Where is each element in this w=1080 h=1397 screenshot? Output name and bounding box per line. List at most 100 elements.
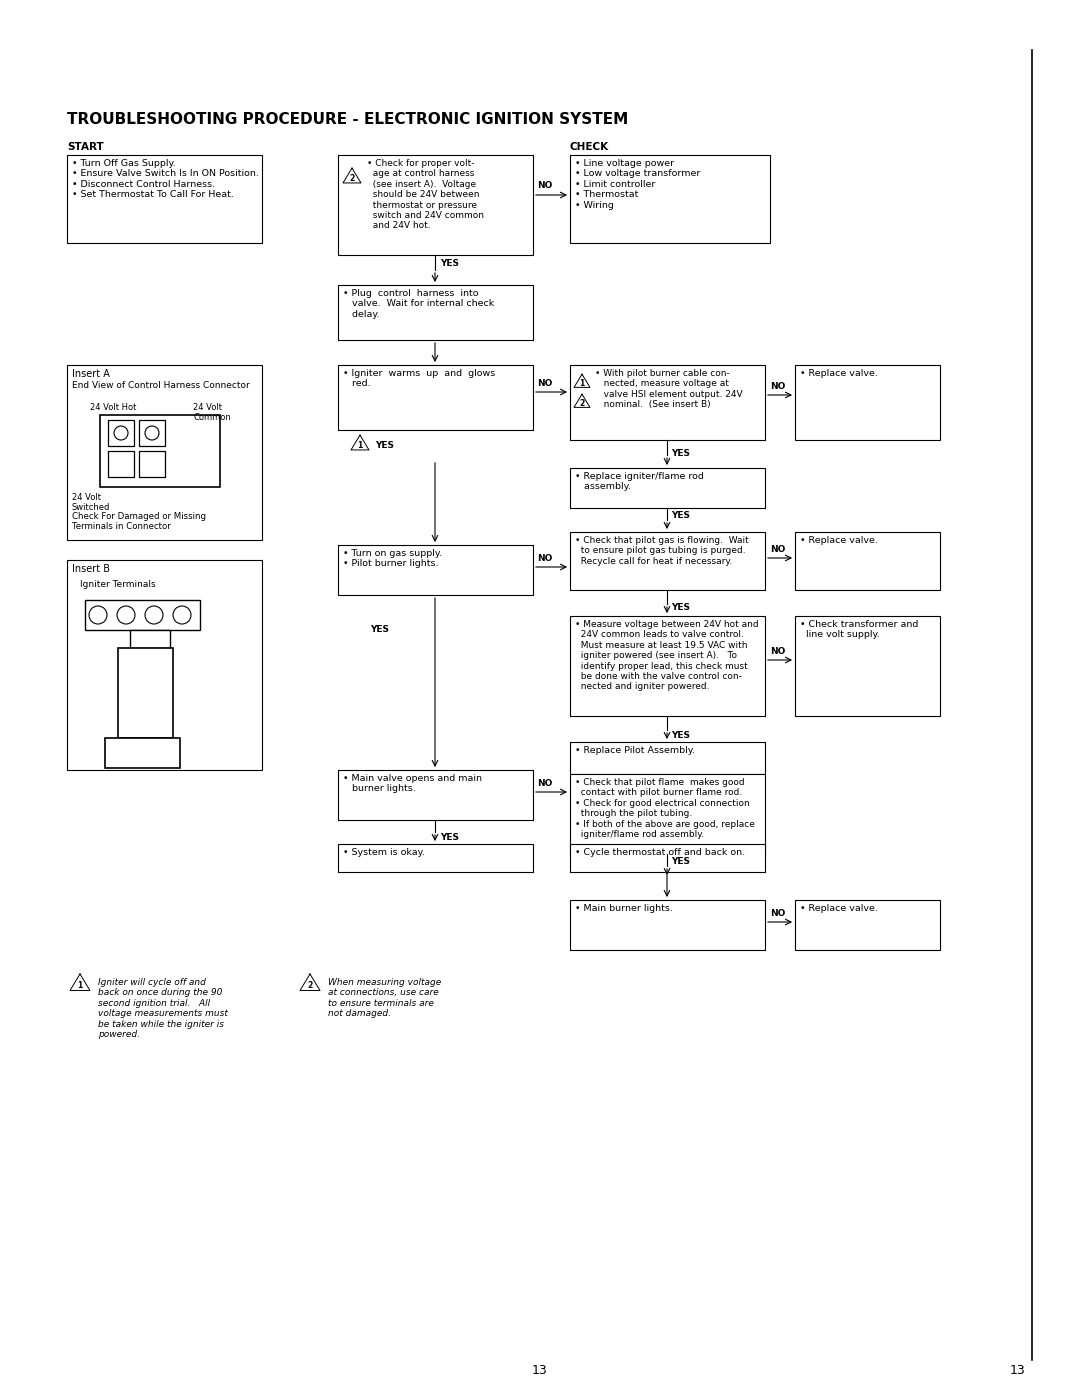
Circle shape — [145, 426, 159, 440]
Text: • Cycle thermostat off and back on.: • Cycle thermostat off and back on. — [575, 848, 745, 856]
Bar — [105, 738, 180, 768]
Bar — [139, 420, 165, 446]
Polygon shape — [70, 974, 90, 990]
Text: • Turn on gas supply.
• Pilot burner lights.: • Turn on gas supply. • Pilot burner lig… — [343, 549, 442, 569]
Text: 2: 2 — [349, 175, 354, 183]
Text: YES: YES — [375, 440, 394, 450]
Bar — [795, 900, 940, 950]
Text: 1: 1 — [78, 981, 83, 990]
Polygon shape — [343, 168, 361, 183]
Text: 24 Volt
Common: 24 Volt Common — [193, 402, 231, 422]
Bar — [338, 365, 534, 430]
Text: YES: YES — [671, 604, 690, 612]
Text: NO: NO — [770, 647, 785, 657]
Text: CHECK: CHECK — [570, 142, 609, 152]
Text: • Check that pilot gas is flowing.  Wait
  to ensure pilot gas tubing is purged.: • Check that pilot gas is flowing. Wait … — [575, 536, 748, 566]
Bar — [570, 900, 765, 950]
Bar — [795, 616, 940, 717]
Text: 13: 13 — [532, 1363, 548, 1376]
Text: Check For Damaged or Missing
Terminals in Connector: Check For Damaged or Missing Terminals i… — [72, 511, 206, 531]
Bar — [570, 774, 765, 854]
Bar — [67, 365, 262, 541]
Text: YES: YES — [671, 732, 690, 740]
Bar — [139, 451, 165, 476]
Text: START: START — [67, 142, 104, 152]
Bar — [570, 365, 765, 440]
Text: NO: NO — [770, 909, 785, 918]
Text: NO: NO — [538, 780, 553, 788]
Text: 1: 1 — [357, 441, 363, 450]
Text: • Turn Off Gas Supply.
• Ensure Valve Switch Is In ON Position.
• Disconnect Con: • Turn Off Gas Supply. • Ensure Valve Sw… — [72, 159, 259, 200]
Text: Insert B: Insert B — [72, 564, 110, 574]
Text: • Replace igniter/flame rod
   assembly.: • Replace igniter/flame rod assembly. — [575, 472, 704, 492]
Bar — [130, 630, 170, 648]
Bar — [108, 420, 134, 446]
Text: NO: NO — [538, 379, 553, 388]
Text: • Igniter  warms  up  and  glows
   red.: • Igniter warms up and glows red. — [343, 369, 496, 388]
Bar — [100, 415, 220, 488]
Text: • Measure voltage between 24V hot and
  24V common leads to valve control.
  Mus: • Measure voltage between 24V hot and 24… — [575, 620, 758, 692]
Bar — [570, 616, 765, 717]
Text: YES: YES — [440, 834, 459, 842]
Polygon shape — [573, 394, 590, 408]
Circle shape — [173, 606, 191, 624]
Text: • System is okay.: • System is okay. — [343, 848, 424, 856]
Text: Igniter will cycle off and
back on once during the 90
second ignition trial.   A: Igniter will cycle off and back on once … — [98, 978, 228, 1039]
Text: • Replace valve.: • Replace valve. — [800, 904, 878, 914]
Text: • Check that pilot flame  makes good
  contact with pilot burner flame rod.
• Ch: • Check that pilot flame makes good cont… — [575, 778, 755, 840]
Text: Insert A: Insert A — [72, 369, 110, 379]
Bar — [338, 770, 534, 820]
Text: • Plug  control  harness  into
   valve.  Wait for internal check
   delay.: • Plug control harness into valve. Wait … — [343, 289, 495, 319]
Circle shape — [114, 426, 129, 440]
Bar — [570, 155, 770, 243]
Text: • Replace Pilot Assembly.: • Replace Pilot Assembly. — [575, 746, 696, 754]
Text: TROUBLESHOOTING PROCEDURE - ELECTRONIC IGNITION SYSTEM: TROUBLESHOOTING PROCEDURE - ELECTRONIC I… — [67, 112, 629, 127]
Text: YES: YES — [671, 448, 690, 457]
Text: • Check transformer and
  line volt supply.: • Check transformer and line volt supply… — [800, 620, 918, 640]
Text: Igniter Terminals: Igniter Terminals — [80, 580, 156, 590]
Text: YES: YES — [370, 626, 389, 634]
Bar — [795, 365, 940, 440]
Text: NO: NO — [538, 182, 553, 190]
Bar — [338, 844, 534, 872]
Text: 2: 2 — [579, 400, 584, 408]
Text: When measuring voltage
at connections, use care
to ensure terminals are
not dama: When measuring voltage at connections, u… — [328, 978, 442, 1018]
Text: • Replace valve.: • Replace valve. — [800, 536, 878, 545]
Text: 13: 13 — [1009, 1363, 1025, 1376]
Circle shape — [145, 606, 163, 624]
Text: YES: YES — [440, 258, 459, 267]
Bar — [570, 844, 765, 872]
Bar — [118, 648, 173, 738]
Text: • Main valve opens and main
   burner lights.: • Main valve opens and main burner light… — [343, 774, 482, 793]
Text: 24 Volt Hot: 24 Volt Hot — [90, 402, 136, 412]
Polygon shape — [300, 974, 320, 990]
Text: 1: 1 — [579, 379, 584, 388]
Circle shape — [89, 606, 107, 624]
Text: 24 Volt
Switched: 24 Volt Switched — [72, 493, 110, 513]
Bar — [795, 532, 940, 590]
Text: • Check for proper volt-
  age at control harness
  (see insert A).  Voltage
  s: • Check for proper volt- age at control … — [367, 159, 484, 231]
Text: • With pilot burner cable con-
   nected, measure voltage at
   valve HSI elemen: • With pilot burner cable con- nected, m… — [595, 369, 743, 409]
Bar — [85, 599, 200, 630]
Text: End View of Control Harness Connector: End View of Control Harness Connector — [72, 381, 249, 390]
Text: NO: NO — [770, 381, 785, 391]
Text: • Main burner lights.: • Main burner lights. — [575, 904, 673, 914]
Text: YES: YES — [671, 858, 690, 866]
Polygon shape — [351, 434, 369, 450]
Bar — [338, 285, 534, 339]
Bar — [570, 742, 765, 774]
Bar — [67, 560, 262, 770]
Polygon shape — [573, 374, 590, 387]
Text: 2: 2 — [308, 981, 312, 990]
Bar — [570, 468, 765, 509]
Bar — [338, 155, 534, 256]
Bar — [67, 155, 262, 243]
Bar — [570, 532, 765, 590]
Text: YES: YES — [671, 511, 690, 521]
Text: • Line voltage power
• Low voltage transformer
• Limit controller
• Thermostat
•: • Line voltage power • Low voltage trans… — [575, 159, 700, 210]
Bar — [108, 451, 134, 476]
Text: NO: NO — [538, 555, 553, 563]
Text: • Replace valve.: • Replace valve. — [800, 369, 878, 379]
Bar — [338, 545, 534, 595]
Text: NO: NO — [770, 545, 785, 555]
